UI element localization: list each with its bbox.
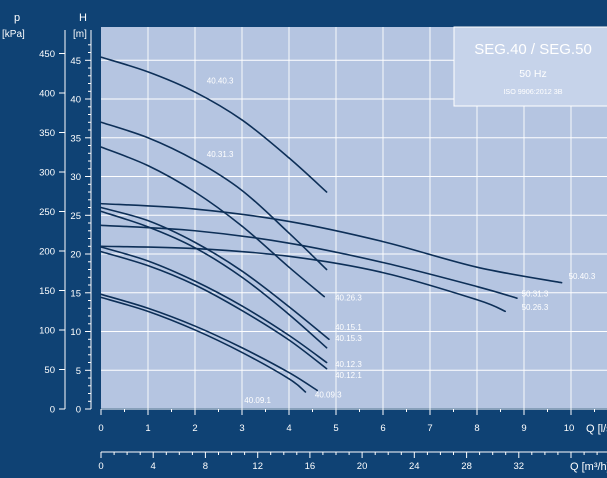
curve-label-40-09-3: 40.09.3 [315, 390, 342, 399]
head-tick-label: 30 [70, 172, 81, 183]
flow-m3h-axis-label: Q [m³/h] [570, 461, 607, 473]
curve-label-40-12-1: 40.12.1 [335, 371, 362, 380]
flow-m3h-tick-label: 32 [514, 461, 525, 472]
curve-40-15-3 [100, 210, 328, 349]
head-axis-unit: [m] [73, 29, 87, 40]
head-tick-label: 25 [70, 211, 81, 222]
pressure-tick-label: 100 [39, 326, 55, 337]
flow-ls-tick-label: 8 [474, 423, 479, 434]
curve-50-26-3 [100, 245, 506, 313]
curve-label-50-31-3: 50.31.3 [522, 290, 549, 299]
curve-40-15-1 [100, 206, 330, 341]
flow-m3h-tick-label: 8 [203, 461, 208, 472]
pressure-tick-label: 250 [39, 207, 55, 218]
curve-40-40-3 [100, 56, 328, 193]
pressure-axis-unit: [kPa] [2, 29, 25, 40]
head-tick-label: 20 [70, 250, 81, 261]
flow-m3h-tick-label: 16 [305, 461, 316, 472]
legend-frequency: 50 Hz [519, 68, 546, 80]
flow-m3h-tick-label: 12 [252, 461, 263, 472]
flow-ls-tick-label: 6 [380, 423, 385, 434]
curve-label-40-31-3: 40.31.3 [207, 150, 234, 159]
curve-layer [100, 56, 563, 393]
curve-label-40-15-3: 40.15.3 [335, 334, 362, 343]
flow-m3h-tick-label: 20 [357, 461, 368, 472]
curve-40-12-1 [100, 250, 328, 370]
axis-title-layer: p [kPa] H [m] Q [l/s] Q [m³/h] [2, 12, 607, 473]
flow-ls-tick-label: 4 [286, 423, 291, 434]
grid-layer [101, 27, 607, 409]
head-tick-label: 15 [70, 288, 81, 299]
pressure-axis-symbol: p [14, 12, 20, 24]
flow-ls-tick-label: 2 [192, 423, 197, 434]
curve-label-40-26-3: 40.26.3 [335, 294, 362, 303]
pressure-tick-label: 300 [39, 168, 55, 179]
head-tick-label: 5 [76, 366, 81, 377]
flow-m3h-tick-label: 4 [151, 461, 156, 472]
curve-40-12-3 [100, 246, 328, 364]
curve-50-31-3 [100, 224, 518, 299]
legend-box-background [453, 26, 607, 107]
curve-label-50-26-3: 50.26.3 [522, 303, 549, 312]
curve-40-09-3 [100, 293, 318, 392]
tick-layer: 0501001502002503003504004500510152025303… [39, 44, 598, 472]
pressure-tick-label: 150 [39, 286, 55, 297]
curve-label-50-40-3: 50.40.3 [569, 272, 596, 281]
head-tick-label: 10 [70, 327, 81, 338]
curve-label-40-40-3: 40.40.3 [207, 77, 234, 86]
curve-40-09-1 [100, 296, 307, 393]
curve-label-40-15-1: 40.15.1 [335, 323, 362, 332]
pressure-tick-label: 400 [39, 89, 55, 100]
flow-ls-axis-label: Q [l/s] [586, 423, 607, 435]
pressure-tick-label: 200 [39, 247, 55, 258]
flow-ls-tick-label: 5 [333, 423, 338, 434]
flow-m3h-tick-label: 0 [98, 461, 103, 472]
flow-ls-tick-label: 9 [521, 423, 526, 434]
head-tick-label: 35 [70, 133, 81, 144]
curve-50-40-3 [100, 202, 563, 284]
legend-box: SEG.40 / SEG.50 50 Hz ISO 9906:2012 3B [453, 26, 607, 107]
legend-standard: ISO 9906:2012 3B [503, 87, 562, 96]
pressure-tick-label: 350 [39, 128, 55, 139]
flow-ls-tick-label: 1 [145, 423, 150, 434]
head-tick-label: 40 [70, 95, 81, 106]
flow-m3h-tick-label: 24 [409, 461, 420, 472]
pressure-tick-label: 0 [50, 405, 55, 416]
flow-ls-tick-label: 7 [427, 423, 432, 434]
legend-title: SEG.40 / SEG.50 [474, 41, 592, 58]
curve-label-layer: 40.40.3 40.31.3 40.26.3 40.15.1 40.15.3 40.12… [207, 77, 596, 405]
pressure-tick-label: 450 [39, 49, 55, 60]
curve-label-40-12-3: 40.12.3 [335, 360, 362, 369]
flow-ls-tick-label: 3 [239, 423, 244, 434]
pressure-tick-label: 50 [44, 365, 55, 376]
flow-ls-tick-label: 0 [98, 423, 103, 434]
head-axis-symbol: H [79, 12, 87, 24]
curve-40-26-3 [100, 146, 326, 298]
curve-label-40-09-1: 40.09.1 [244, 396, 271, 405]
head-tick-label: 0 [76, 405, 81, 416]
flow-ls-tick-label: 10 [564, 423, 575, 434]
flow-m3h-tick-label: 28 [461, 461, 472, 472]
head-tick-label: 45 [70, 56, 81, 67]
curve-40-31-3 [100, 121, 328, 271]
